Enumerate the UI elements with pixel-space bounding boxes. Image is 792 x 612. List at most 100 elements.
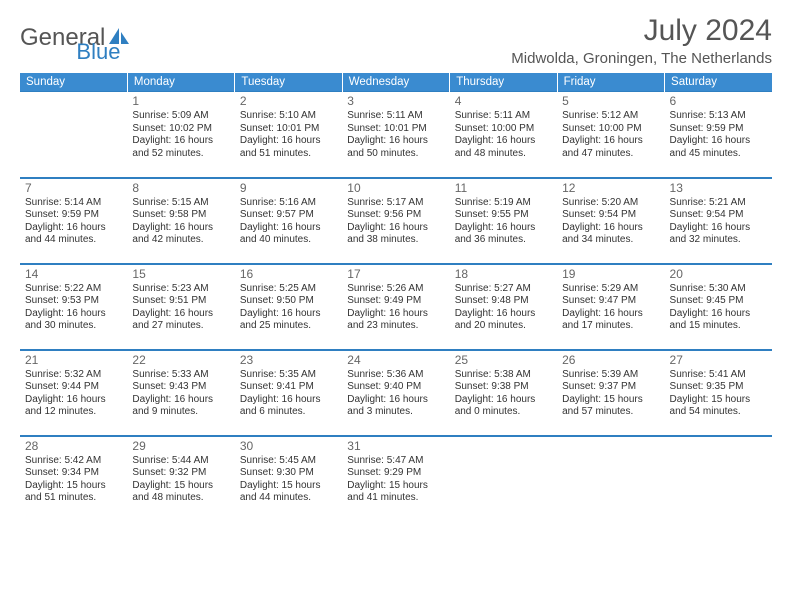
sunrise-line: Sunrise: 5:09 AM xyxy=(132,110,229,123)
day-number: 15 xyxy=(132,267,229,282)
sunset-line: Sunset: 9:29 PM xyxy=(347,467,444,480)
calendar-cell xyxy=(665,436,772,522)
daylight-line: Daylight: 16 hours and 9 minutes. xyxy=(132,394,229,419)
sunrise-line: Sunrise: 5:38 AM xyxy=(455,369,552,382)
logo: General Blue xyxy=(20,14,178,52)
sunset-line: Sunset: 9:56 PM xyxy=(347,209,444,222)
sunrise-line: Sunrise: 5:32 AM xyxy=(25,369,122,382)
calendar-cell: 12Sunrise: 5:20 AMSunset: 9:54 PMDayligh… xyxy=(557,178,664,264)
sunrise-line: Sunrise: 5:36 AM xyxy=(347,369,444,382)
daylight-line: Daylight: 16 hours and 40 minutes. xyxy=(240,222,337,247)
sunrise-line: Sunrise: 5:21 AM xyxy=(670,197,767,210)
calendar-row: 21Sunrise: 5:32 AMSunset: 9:44 PMDayligh… xyxy=(20,350,772,436)
sunset-line: Sunset: 9:45 PM xyxy=(670,295,767,308)
sunset-line: Sunset: 9:54 PM xyxy=(562,209,659,222)
sunset-line: Sunset: 10:00 PM xyxy=(455,123,552,136)
daylight-line: Daylight: 16 hours and 34 minutes. xyxy=(562,222,659,247)
day-number: 28 xyxy=(25,439,122,454)
day-number: 20 xyxy=(670,267,767,282)
sunrise-line: Sunrise: 5:23 AM xyxy=(132,283,229,296)
calendar-cell: 6Sunrise: 5:13 AMSunset: 9:59 PMDaylight… xyxy=(665,92,772,178)
day-number: 12 xyxy=(562,181,659,196)
sunset-line: Sunset: 9:59 PM xyxy=(25,209,122,222)
daylight-line: Daylight: 15 hours and 57 minutes. xyxy=(562,394,659,419)
sunset-line: Sunset: 9:58 PM xyxy=(132,209,229,222)
calendar-cell: 4Sunrise: 5:11 AMSunset: 10:00 PMDayligh… xyxy=(450,92,557,178)
location: Midwolda, Groningen, The Netherlands xyxy=(511,50,772,67)
day-number: 30 xyxy=(240,439,337,454)
day-header: Wednesday xyxy=(342,73,449,92)
day-number: 14 xyxy=(25,267,122,282)
sunrise-line: Sunrise: 5:41 AM xyxy=(670,369,767,382)
sunrise-line: Sunrise: 5:42 AM xyxy=(25,455,122,468)
sunset-line: Sunset: 9:43 PM xyxy=(132,381,229,394)
day-number: 16 xyxy=(240,267,337,282)
sunrise-line: Sunrise: 5:17 AM xyxy=(347,197,444,210)
daylight-line: Daylight: 16 hours and 47 minutes. xyxy=(562,135,659,160)
daylight-line: Daylight: 16 hours and 0 minutes. xyxy=(455,394,552,419)
daylight-line: Daylight: 16 hours and 15 minutes. xyxy=(670,308,767,333)
sunrise-line: Sunrise: 5:39 AM xyxy=(562,369,659,382)
day-number: 11 xyxy=(455,181,552,196)
sunrise-line: Sunrise: 5:29 AM xyxy=(562,283,659,296)
day-number: 3 xyxy=(347,94,444,109)
daylight-line: Daylight: 16 hours and 38 minutes. xyxy=(347,222,444,247)
calendar-cell: 23Sunrise: 5:35 AMSunset: 9:41 PMDayligh… xyxy=(235,350,342,436)
sunset-line: Sunset: 9:32 PM xyxy=(132,467,229,480)
sunset-line: Sunset: 9:59 PM xyxy=(670,123,767,136)
sunrise-line: Sunrise: 5:27 AM xyxy=(455,283,552,296)
calendar-row: 14Sunrise: 5:22 AMSunset: 9:53 PMDayligh… xyxy=(20,264,772,350)
calendar-cell: 26Sunrise: 5:39 AMSunset: 9:37 PMDayligh… xyxy=(557,350,664,436)
sunset-line: Sunset: 9:55 PM xyxy=(455,209,552,222)
day-number: 18 xyxy=(455,267,552,282)
day-number: 19 xyxy=(562,267,659,282)
calendar-cell: 7Sunrise: 5:14 AMSunset: 9:59 PMDaylight… xyxy=(20,178,127,264)
calendar-cell: 30Sunrise: 5:45 AMSunset: 9:30 PMDayligh… xyxy=(235,436,342,522)
calendar-row: 28Sunrise: 5:42 AMSunset: 9:34 PMDayligh… xyxy=(20,436,772,522)
calendar-cell xyxy=(450,436,557,522)
day-header: Monday xyxy=(127,73,234,92)
calendar-cell: 5Sunrise: 5:12 AMSunset: 10:00 PMDayligh… xyxy=(557,92,664,178)
daylight-line: Daylight: 16 hours and 17 minutes. xyxy=(562,308,659,333)
day-header: Tuesday xyxy=(235,73,342,92)
sunset-line: Sunset: 9:53 PM xyxy=(25,295,122,308)
daylight-line: Daylight: 16 hours and 36 minutes. xyxy=(455,222,552,247)
calendar-cell: 10Sunrise: 5:17 AMSunset: 9:56 PMDayligh… xyxy=(342,178,449,264)
sunset-line: Sunset: 9:50 PM xyxy=(240,295,337,308)
sunset-line: Sunset: 9:35 PM xyxy=(670,381,767,394)
calendar-cell: 2Sunrise: 5:10 AMSunset: 10:01 PMDayligh… xyxy=(235,92,342,178)
daylight-line: Daylight: 16 hours and 12 minutes. xyxy=(25,394,122,419)
calendar-table: Sunday Monday Tuesday Wednesday Thursday… xyxy=(20,73,772,522)
day-number: 5 xyxy=(562,94,659,109)
day-number: 6 xyxy=(670,94,767,109)
daylight-line: Daylight: 16 hours and 25 minutes. xyxy=(240,308,337,333)
sunset-line: Sunset: 10:02 PM xyxy=(132,123,229,136)
day-header: Sunday xyxy=(20,73,127,92)
daylight-line: Daylight: 16 hours and 20 minutes. xyxy=(455,308,552,333)
day-number: 25 xyxy=(455,353,552,368)
calendar-cell: 16Sunrise: 5:25 AMSunset: 9:50 PMDayligh… xyxy=(235,264,342,350)
daylight-line: Daylight: 15 hours and 51 minutes. xyxy=(25,480,122,505)
daylight-line: Daylight: 16 hours and 45 minutes. xyxy=(670,135,767,160)
day-number: 2 xyxy=(240,94,337,109)
calendar-cell: 1Sunrise: 5:09 AMSunset: 10:02 PMDayligh… xyxy=(127,92,234,178)
sunrise-line: Sunrise: 5:47 AM xyxy=(347,455,444,468)
day-number: 13 xyxy=(670,181,767,196)
daylight-line: Daylight: 16 hours and 23 minutes. xyxy=(347,308,444,333)
sunset-line: Sunset: 9:30 PM xyxy=(240,467,337,480)
sunrise-line: Sunrise: 5:26 AM xyxy=(347,283,444,296)
daylight-line: Daylight: 16 hours and 32 minutes. xyxy=(670,222,767,247)
daylight-line: Daylight: 16 hours and 42 minutes. xyxy=(132,222,229,247)
header: General Blue July 2024 Midwolda, Groning… xyxy=(20,14,772,67)
day-number: 7 xyxy=(25,181,122,196)
sunset-line: Sunset: 9:47 PM xyxy=(562,295,659,308)
sunset-line: Sunset: 9:51 PM xyxy=(132,295,229,308)
calendar-cell: 11Sunrise: 5:19 AMSunset: 9:55 PMDayligh… xyxy=(450,178,557,264)
calendar-cell: 21Sunrise: 5:32 AMSunset: 9:44 PMDayligh… xyxy=(20,350,127,436)
calendar-cell: 20Sunrise: 5:30 AMSunset: 9:45 PMDayligh… xyxy=(665,264,772,350)
sunrise-line: Sunrise: 5:11 AM xyxy=(347,110,444,123)
sunrise-line: Sunrise: 5:16 AM xyxy=(240,197,337,210)
sunset-line: Sunset: 9:41 PM xyxy=(240,381,337,394)
title-block: July 2024 Midwolda, Groningen, The Nethe… xyxy=(511,14,772,67)
calendar-row: 1Sunrise: 5:09 AMSunset: 10:02 PMDayligh… xyxy=(20,92,772,178)
